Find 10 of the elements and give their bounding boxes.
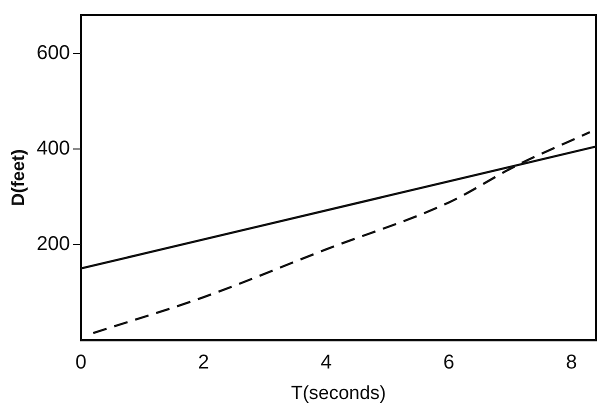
x-tick-label: 4 bbox=[320, 352, 332, 374]
x-tick-label: 8 bbox=[566, 352, 578, 374]
x-tick-label: 0 bbox=[75, 352, 87, 374]
x-tick-label: 6 bbox=[443, 352, 454, 374]
x-axis-title: T(seconds) bbox=[290, 382, 386, 404]
y-tick-label: 200 bbox=[36, 233, 70, 256]
y-tick-label: 600 bbox=[36, 42, 70, 64]
x-tick-label: 2 bbox=[198, 352, 210, 374]
y-tick-label: 400 bbox=[36, 137, 70, 160]
y-axis-title: D(feet) bbox=[8, 149, 28, 206]
